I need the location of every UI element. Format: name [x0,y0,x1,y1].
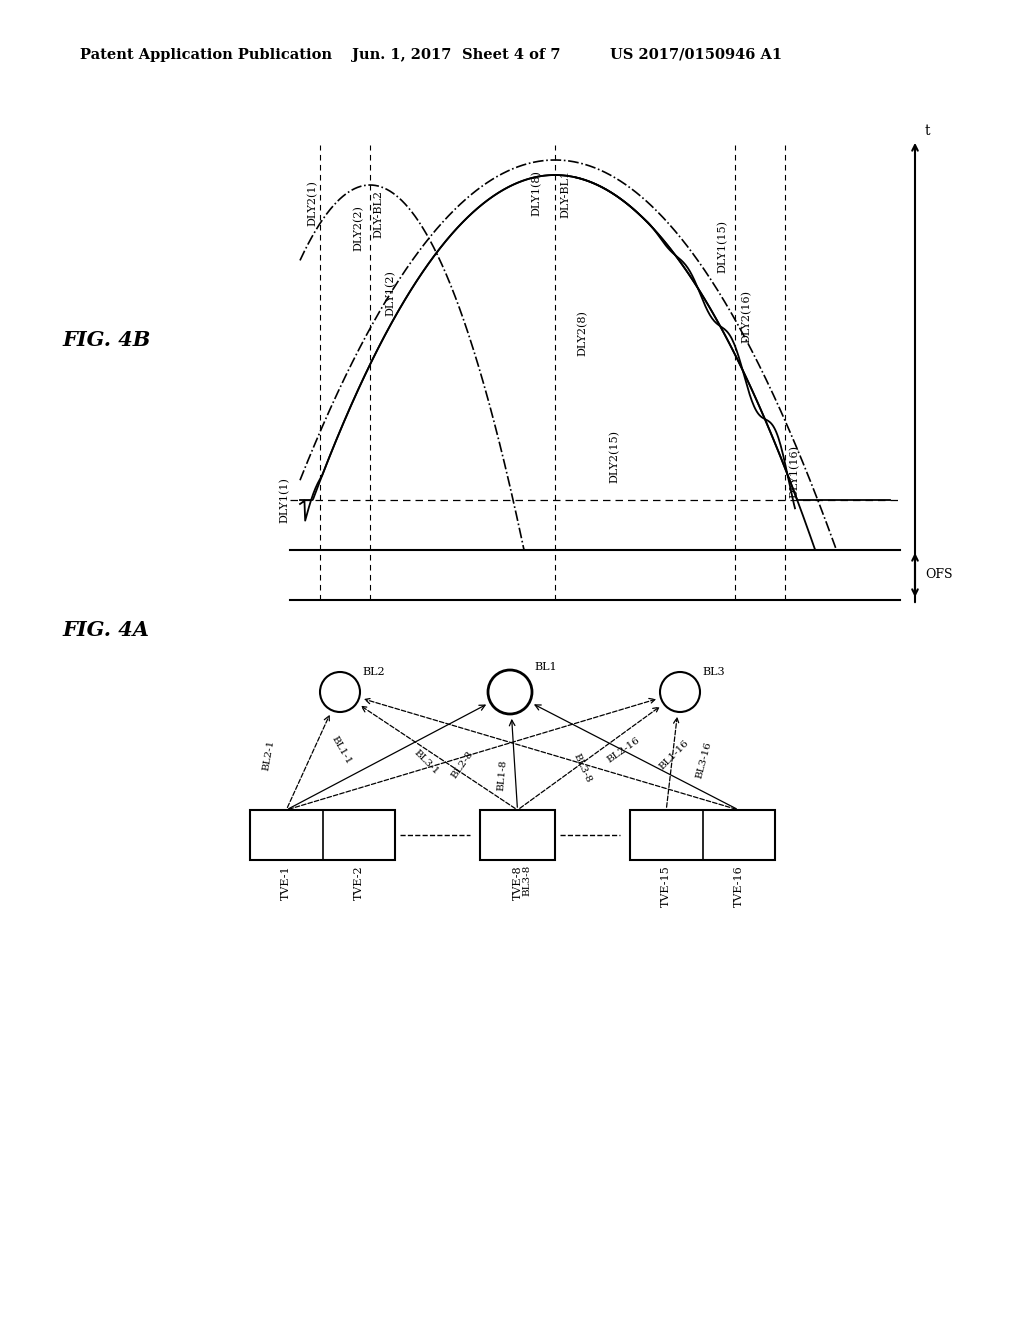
Text: DLY1(16): DLY1(16) [790,445,800,498]
Bar [480,810,555,861]
Bar [250,810,395,861]
Text: DLY1(2): DLY1(2) [385,271,395,315]
Text: OFS: OFS [925,569,952,582]
Text: BL1: BL1 [534,663,557,672]
Text: FIG. 4B: FIG. 4B [62,330,151,350]
Text: BL3-8: BL3-8 [571,752,593,784]
Text: DLY2(1): DLY2(1) [307,180,317,226]
Text: Jun. 1, 2017: Jun. 1, 2017 [352,48,452,62]
Text: BL2: BL2 [362,667,385,677]
Bar [630,810,775,861]
Text: DLY2(2): DLY2(2) [353,205,364,251]
Text: US 2017/0150946 A1: US 2017/0150946 A1 [610,48,782,62]
Text: DLY2(16): DLY2(16) [741,290,753,343]
Text: BL1-8: BL1-8 [497,759,508,791]
Text: BL3-8: BL3-8 [522,865,531,896]
Text: DLY-BL2: DLY-BL2 [373,190,383,238]
Text: DLY1(1): DLY1(1) [280,477,290,523]
Text: BL3: BL3 [702,667,725,677]
Text: BL2-16: BL2-16 [605,735,642,764]
Text: BL1-16: BL1-16 [657,738,690,772]
Text: BL2-1: BL2-1 [261,739,275,771]
Text: Patent Application Publication: Patent Application Publication [80,48,332,62]
Text: TVE-8: TVE-8 [512,865,522,900]
Text: DLY1(8): DLY1(8) [531,170,542,216]
Text: DLY2(8): DLY2(8) [577,310,587,356]
Text: FIG. 4A: FIG. 4A [62,620,150,640]
Text: TVE-16: TVE-16 [734,865,743,907]
Text: BL3-16: BL3-16 [694,741,713,779]
Text: DLY1(15): DLY1(15) [718,220,728,273]
Circle shape [660,672,700,711]
Text: TVE-1: TVE-1 [282,865,291,900]
Text: t: t [925,124,931,139]
Text: TVE-2: TVE-2 [353,865,364,900]
Circle shape [488,671,532,714]
Text: DLY2(15): DLY2(15) [610,430,621,483]
Text: Sheet 4 of 7: Sheet 4 of 7 [462,48,560,62]
Text: BL2-8: BL2-8 [450,750,475,780]
Text: TVE-15: TVE-15 [662,865,672,907]
Text: BL1-1: BL1-1 [330,734,353,766]
Text: DLY-BL1: DLY-BL1 [560,170,570,218]
Circle shape [319,672,360,711]
Text: BL3-1: BL3-1 [412,747,440,776]
